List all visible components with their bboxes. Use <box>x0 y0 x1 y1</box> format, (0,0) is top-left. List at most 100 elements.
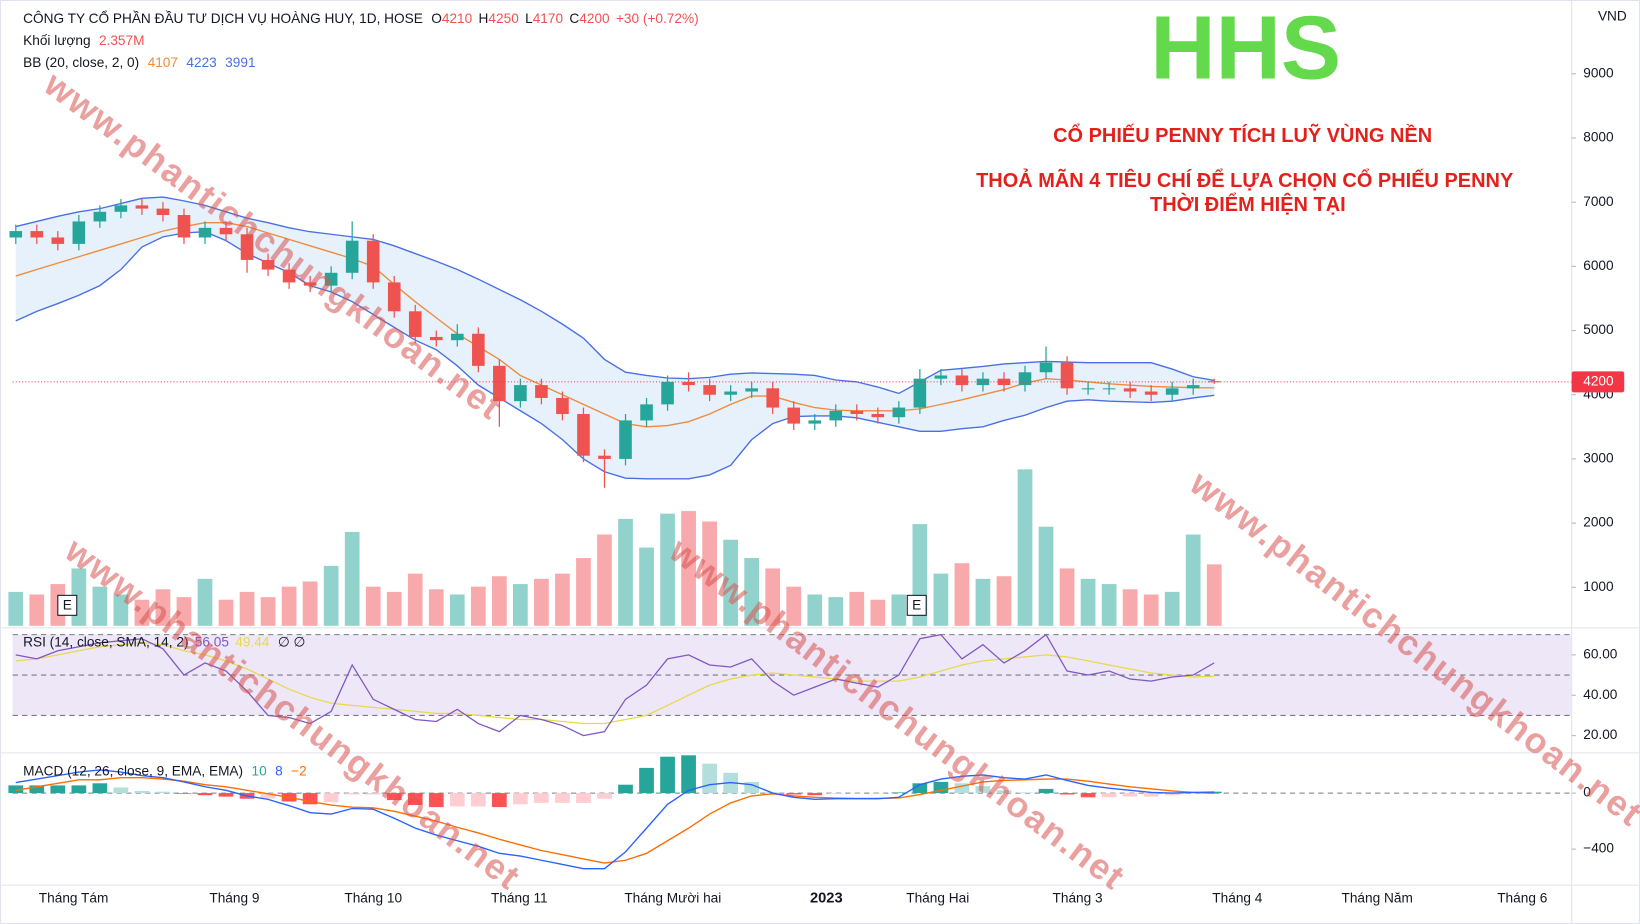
macd-histogram-bar <box>71 785 87 794</box>
rsi-title: RSI (14, close, SMA, 14, 2) <box>23 634 188 649</box>
candle-body <box>1144 391 1158 395</box>
candle-body <box>472 333 485 366</box>
earnings-box <box>57 594 78 616</box>
volume-bar <box>828 597 844 626</box>
candle-body <box>913 378 927 408</box>
volume-bar <box>1164 591 1180 626</box>
annotation: THỜI ĐIỂM HIỆN TẠI <box>1150 192 1346 216</box>
macd-line <box>15 769 1215 870</box>
earnings-box <box>906 594 927 616</box>
volume-bar <box>807 594 823 626</box>
candle-body <box>1060 362 1074 389</box>
volume-bar <box>1101 584 1117 626</box>
x-tick-label: Tháng Mười hai <box>624 890 721 905</box>
volume-bar <box>113 594 129 626</box>
candle-body <box>955 375 969 386</box>
volume-bar <box>996 576 1012 626</box>
ohlc-prefix: O <box>431 11 442 26</box>
candle-body <box>724 391 737 395</box>
macd-histogram-bar <box>134 791 150 794</box>
macd-histogram-bar <box>534 793 549 803</box>
x-tick-label: Tháng 10 <box>344 890 402 905</box>
macd-hist-value: 10 <box>252 763 268 778</box>
macd-histogram-bar <box>197 793 213 796</box>
candle-body <box>556 397 569 414</box>
candle-body <box>387 282 401 312</box>
macd-histogram-bar <box>660 756 675 794</box>
candle-body <box>1102 388 1116 390</box>
macd-histogram-bar <box>344 793 360 795</box>
macd-histogram-bar <box>92 783 108 794</box>
candle-body <box>1123 388 1137 392</box>
volume-bar <box>260 597 276 626</box>
candle-body <box>850 410 864 414</box>
candle-body <box>1165 388 1179 395</box>
rsi-value: 56.05 <box>195 634 230 649</box>
candle-body <box>976 378 990 386</box>
macd-histogram-bar <box>50 785 66 794</box>
candle-body <box>9 231 23 238</box>
rsi-line <box>15 633 1215 737</box>
ohlc-value: 4170 <box>533 11 564 26</box>
volume-bar <box>849 591 865 626</box>
last-price-label: 4200 <box>1583 374 1614 389</box>
plot-layer: Khối lượng 2.357MVND100020003000400050006… <box>8 8 1627 907</box>
y-tick-label: 1000 <box>1583 579 1614 594</box>
volume-name: Khối lượng <box>23 33 90 48</box>
macd-histogram-bar <box>1059 793 1075 795</box>
y-tick-label: 5000 <box>1583 322 1614 337</box>
volume-bar <box>407 573 423 626</box>
earnings-marker: E E <box>57 594 927 616</box>
last-price-box <box>1571 371 1625 393</box>
macd-histogram-bar <box>1164 793 1180 796</box>
candle-body <box>598 455 611 459</box>
ohlc-prefix: H <box>479 11 489 26</box>
volume-bar <box>786 586 802 626</box>
bb-fill <box>15 197 1215 479</box>
macd-histogram-bar <box>323 793 339 803</box>
candle-body <box>451 333 464 341</box>
signal-value: −2 <box>291 763 307 778</box>
header: CÔNG TY CỔ PHẦN ĐẦU TƯ DỊCH VỤ HOÀNG HUY… <box>23 11 699 26</box>
volume-bar <box>1080 578 1096 626</box>
volume-legend: Khối lượng 2.357M <box>23 33 144 48</box>
x-tick-label: Tháng Hai <box>906 890 969 905</box>
change-label: +30 (+0.72%) <box>616 11 699 26</box>
macd-histogram-bar <box>891 792 907 794</box>
volume-bar <box>681 511 696 626</box>
volume-bar <box>8 591 24 626</box>
candle-body <box>682 381 695 386</box>
macd-value: 8 <box>275 763 283 778</box>
volume-bar <box>344 531 360 626</box>
candle-body <box>303 282 317 286</box>
candle-body <box>93 211 107 222</box>
volume-bar <box>155 589 171 626</box>
volume-bar <box>954 563 970 626</box>
macd-histogram-bar <box>155 791 171 794</box>
y-tick-label: 6000 <box>1583 258 1614 273</box>
macd-histogram-bar <box>260 793 276 799</box>
x-tick-label: Tháng 9 <box>209 890 259 905</box>
candle-body <box>766 388 779 408</box>
macd-histogram-bar <box>597 793 612 799</box>
volume-bar <box>744 558 760 626</box>
candle-body <box>829 410 843 421</box>
candle-body <box>198 227 212 238</box>
macd-histogram-bar <box>492 793 507 808</box>
x-tick-label: Tháng 11 <box>491 890 548 905</box>
volume-bar <box>870 599 886 626</box>
macd-histogram-bar <box>702 763 717 794</box>
volume-bar <box>975 578 991 626</box>
macd-histogram-bar <box>1017 792 1033 794</box>
candle-body <box>345 240 359 273</box>
macd-histogram-bar <box>828 793 844 794</box>
macd-histogram-bar <box>807 793 823 796</box>
macd-histogram-bar <box>1143 793 1159 797</box>
candle-body <box>51 237 65 244</box>
y-tick-label: 20.00 <box>1583 727 1618 742</box>
volume-bar <box>176 597 192 626</box>
volume-value: 2.357M <box>99 33 145 48</box>
ohlc-value: 4210 <box>442 11 473 26</box>
macd-title: MACD (12, 26, close, 9, EMA, EMA) <box>23 763 243 778</box>
